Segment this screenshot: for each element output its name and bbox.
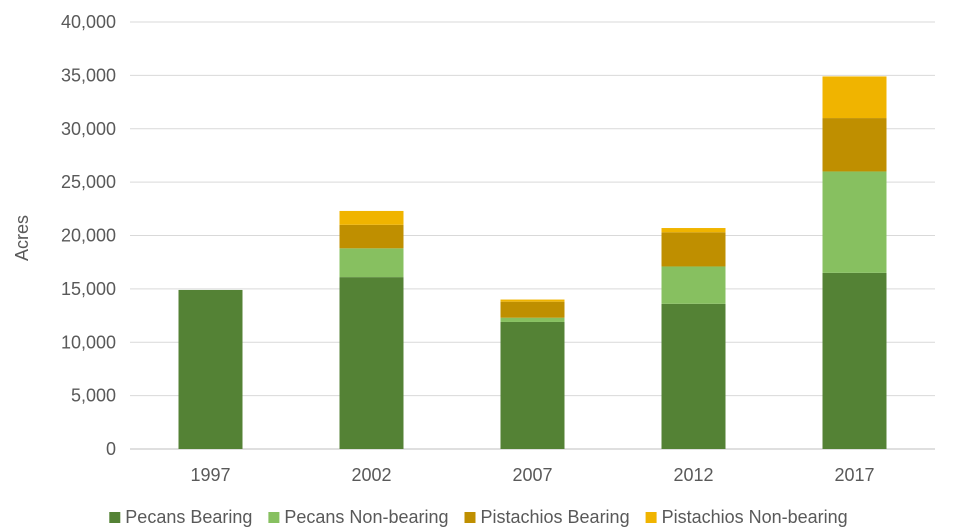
legend-item: Pecans Bearing	[109, 507, 252, 527]
legend-label: Pistachios Non-bearing	[662, 507, 848, 527]
legend-label: Pistachios Bearing	[481, 507, 630, 527]
bar-segment-pecans-non-bearing-2007	[500, 317, 565, 322]
x-tick-label: 2012	[673, 465, 713, 485]
y-tick-label: 25,000	[61, 172, 116, 192]
legend-item: Pecans Non-bearing	[268, 507, 449, 527]
bar-segment-pecans-bearing-2012	[661, 303, 726, 449]
bar-segment-pistachios-bearing-2007	[500, 301, 565, 318]
legend-swatch	[464, 512, 476, 523]
y-tick-label: 15,000	[61, 279, 116, 299]
bars	[178, 76, 887, 449]
legend-label: Pecans Bearing	[125, 507, 252, 527]
bar-segment-pecans-bearing-2017	[822, 272, 887, 449]
legend-swatch	[109, 512, 121, 523]
bar-segment-pecans-non-bearing-2012	[661, 266, 726, 304]
y-tick-label: 5,000	[71, 386, 116, 406]
legend-swatch	[645, 512, 657, 523]
legend-item: Pistachios Bearing	[464, 507, 630, 527]
y-tick-label: 20,000	[61, 226, 116, 246]
bar-segment-pistachios-non-bearing-2002	[339, 210, 404, 225]
bar-segment-pecans-bearing-2002	[339, 277, 404, 449]
x-axis-ticks: 1997 2002 2007 2012 2017	[190, 465, 874, 485]
bar-segment-pistachios-non-bearing-2007	[500, 299, 565, 302]
x-tick-label: 2002	[351, 465, 391, 485]
y-tick-label: 35,000	[61, 65, 116, 85]
bar-segment-pistachios-bearing-2017	[822, 118, 887, 172]
bar-segment-pistachios-non-bearing-2012	[661, 228, 726, 233]
y-tick-label: 10,000	[61, 332, 116, 352]
y-tick-label: 0	[106, 439, 116, 459]
bar-segment-pecans-non-bearing-2017	[822, 171, 887, 273]
y-tick-label: 30,000	[61, 119, 116, 139]
bar-segment-pistachios-bearing-2002	[339, 224, 404, 249]
x-tick-label: 1997	[190, 465, 230, 485]
x-tick-label: 2017	[834, 465, 874, 485]
bar-segment-pecans-bearing-1997	[178, 289, 243, 449]
legend: Pecans Bearing Pecans Non-bearing Pistachi…	[109, 507, 848, 527]
bar-segment-pistachios-non-bearing-2017	[822, 76, 887, 119]
bar-segment-pecans-bearing-2007	[500, 321, 565, 449]
x-tick-label: 2007	[512, 465, 552, 485]
bar-segment-pistachios-bearing-2012	[661, 232, 726, 267]
legend-swatch	[268, 512, 280, 523]
legend-item: Pistachios Non-bearing	[645, 507, 848, 527]
legend-label: Pecans Non-bearing	[284, 507, 448, 527]
y-axis-ticks: 0 5,000 10,000 15,000 20,000 25,000 30,000 35,0…	[61, 12, 116, 459]
gridlines	[130, 21, 935, 450]
y-axis-title: Acres	[12, 215, 32, 261]
y-tick-label: 40,000	[61, 12, 116, 32]
bar-segment-pecans-non-bearing-2002	[339, 248, 404, 278]
